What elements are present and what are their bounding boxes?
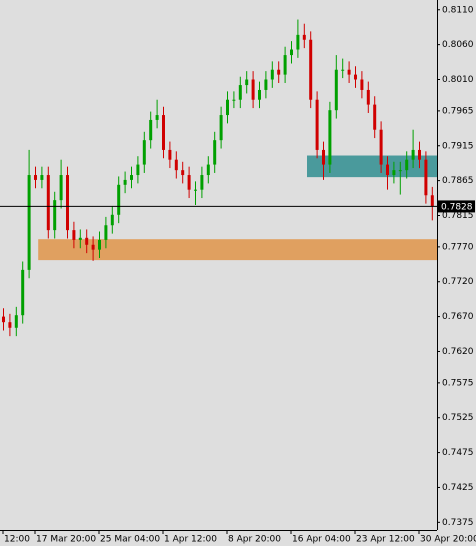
candle-body xyxy=(290,49,293,56)
candle-body xyxy=(430,195,434,207)
candle-body xyxy=(302,34,306,40)
x-tick-label: 1 Apr 12:00 xyxy=(164,535,217,545)
y-tick-label: 0.7815 xyxy=(442,211,474,221)
candle-body xyxy=(136,164,140,176)
candle-body xyxy=(398,170,402,172)
candle-body xyxy=(130,175,133,180)
candle-body xyxy=(27,175,31,270)
candle-body xyxy=(110,214,114,226)
candle-body xyxy=(411,149,415,160)
candle-body xyxy=(181,170,185,176)
y-tick-label: 0.7915 xyxy=(442,141,474,151)
candle-body xyxy=(386,164,389,176)
candle-body xyxy=(270,69,274,80)
candle-body xyxy=(8,322,12,328)
candle-body xyxy=(251,79,255,100)
y-tick-label: 0.7770 xyxy=(442,242,474,252)
candle-body xyxy=(85,237,89,245)
candle-body xyxy=(104,225,108,240)
y-tick-label: 0.7375 xyxy=(442,518,474,528)
y-tick-label: 0.8010 xyxy=(442,75,474,85)
x-tick-label: 30 Apr 20:00 xyxy=(420,535,476,545)
candle-body xyxy=(117,184,121,215)
y-tick-label: 0.7865 xyxy=(442,176,474,186)
candle-body xyxy=(418,149,421,160)
candle-body xyxy=(360,79,364,90)
candle-body xyxy=(59,175,63,201)
last-price-box xyxy=(438,200,475,213)
candle-body xyxy=(14,315,18,328)
candle-body xyxy=(258,89,261,100)
candle-body xyxy=(322,149,325,165)
candle-body xyxy=(226,99,229,116)
candle-body xyxy=(53,200,57,231)
candle-body xyxy=(149,119,153,141)
y-tick-label: 0.7525 xyxy=(442,413,474,423)
candle-body xyxy=(238,85,242,100)
candle-body xyxy=(232,99,236,101)
y-tick-label: 0.7475 xyxy=(442,448,474,458)
x-tick-label: 25 Mar 04:00 xyxy=(100,535,160,545)
candle-body xyxy=(283,55,287,75)
x-tick-label: 8 Apr 20:00 xyxy=(228,535,281,545)
y-tick-label: 0.8060 xyxy=(442,40,474,50)
candle-body xyxy=(264,79,268,90)
candle-body xyxy=(347,69,351,75)
candle-body xyxy=(21,269,25,316)
candle-body xyxy=(78,237,82,240)
candle-body xyxy=(40,175,44,180)
candle-body xyxy=(34,175,37,180)
candle-body xyxy=(91,244,95,250)
candle-body xyxy=(98,239,101,250)
candle-body xyxy=(219,115,223,141)
y-tick-label: 0.8110 xyxy=(442,5,474,15)
zone xyxy=(38,239,437,261)
y-tick-label: 0.7620 xyxy=(442,347,474,357)
candle-body xyxy=(213,140,217,165)
candle-body xyxy=(168,149,172,160)
x-tick-label: 16 Apr 04:00 xyxy=(292,535,351,545)
candle-body xyxy=(334,69,338,111)
candle-body xyxy=(405,159,409,171)
candle-body xyxy=(341,69,345,71)
candle-body xyxy=(373,104,377,130)
y-tick-label: 0.7575 xyxy=(442,378,474,388)
candle-body xyxy=(194,189,197,191)
candle-body xyxy=(328,110,332,165)
candle-body xyxy=(162,115,165,150)
candle-body xyxy=(200,175,204,190)
candle-body xyxy=(366,89,370,105)
x-tick-label: 17 Mar 20:00 xyxy=(36,535,96,545)
candle-body xyxy=(277,69,281,75)
last-price-label: 0.7828 xyxy=(441,202,473,212)
candle-body xyxy=(315,99,319,150)
candle-body xyxy=(174,159,178,171)
y-tick-label: 0.7670 xyxy=(442,312,474,322)
candle-body xyxy=(206,164,210,176)
candle-body xyxy=(392,170,396,176)
candle-body xyxy=(379,129,383,165)
x-tick-label: 23 Apr 12:00 xyxy=(356,535,415,545)
candle-body xyxy=(424,159,428,196)
candle-body xyxy=(354,74,357,80)
candle-body xyxy=(155,115,159,120)
y-tick-label: 0.7965 xyxy=(442,106,474,116)
candle-body xyxy=(309,39,313,100)
zone xyxy=(307,155,437,178)
candle-body xyxy=(187,175,191,190)
y-tick-label: 0.7720 xyxy=(442,277,474,287)
candle-body xyxy=(245,79,249,86)
candle-body xyxy=(2,316,5,323)
candle-body xyxy=(142,140,146,165)
candle-body xyxy=(72,230,76,240)
candle-body xyxy=(66,175,69,231)
candle-body xyxy=(123,179,127,185)
candle-body xyxy=(46,175,50,231)
x-tick-label: 12:00 xyxy=(4,535,30,545)
candle-body xyxy=(296,34,300,50)
y-tick-label: 0.7425 xyxy=(442,483,474,493)
